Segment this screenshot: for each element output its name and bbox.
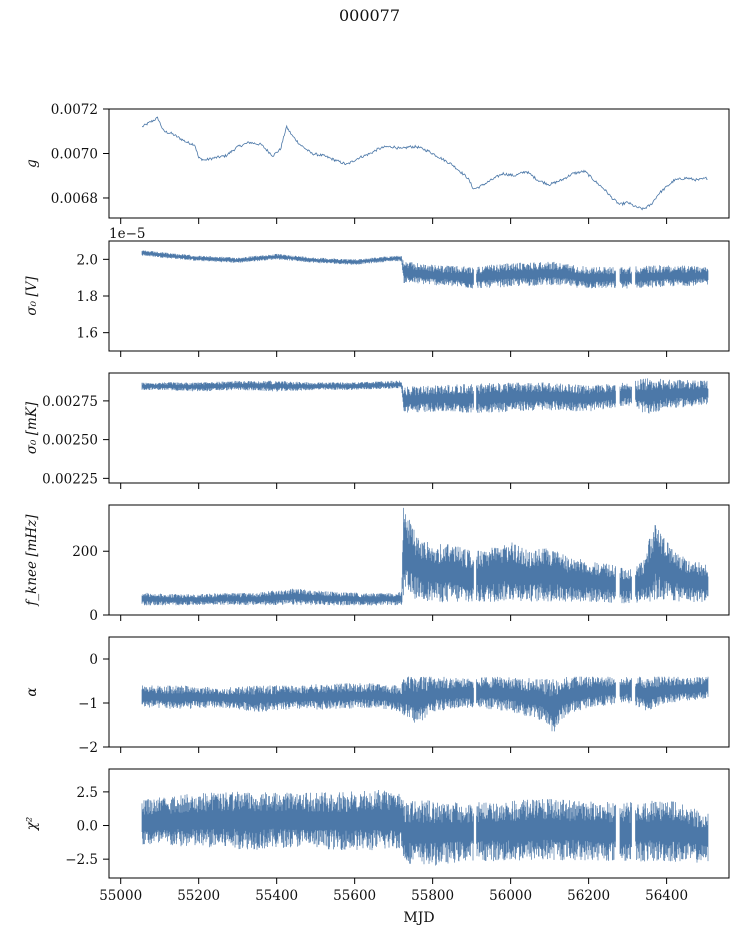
y-tick-label: 200 bbox=[72, 544, 98, 560]
x-tick-label: 56000 bbox=[489, 888, 532, 904]
x-tick-label: 55600 bbox=[333, 888, 376, 904]
y-tick-label: 0 bbox=[89, 652, 98, 668]
y-tick-label: 2.0 bbox=[77, 252, 98, 268]
y-tick-label: 0.0068 bbox=[51, 191, 98, 207]
panel-4: 0 200 f_knee [mHz] bbox=[24, 504, 730, 624]
y-tick-label: 0.0070 bbox=[51, 146, 98, 162]
y-tick-label: 1.8 bbox=[77, 289, 98, 305]
x-tick-label: 55800 bbox=[411, 888, 454, 904]
y-tick-label: 1.6 bbox=[77, 326, 98, 342]
y-tick-label: 0.00225 bbox=[42, 471, 98, 487]
y-tick-label: 0.00275 bbox=[42, 394, 98, 410]
panel-frame bbox=[108, 108, 730, 219]
y-tick-label: −2 bbox=[78, 740, 98, 756]
y-axis-label: σ₀ [mK] bbox=[24, 401, 40, 454]
panel-frame bbox=[108, 504, 730, 616]
x-tick-label: 55400 bbox=[255, 888, 298, 904]
y-axis-label: σ₀ [V] bbox=[24, 276, 40, 316]
series-line bbox=[141, 116, 708, 211]
panel-6: −2.5 0.0 2.5 55000 55200 55400 55600 55800 56000… bbox=[24, 768, 730, 904]
y-axis-label: f_knee [mHz] bbox=[24, 514, 40, 607]
x-tick-label: 55000 bbox=[99, 888, 142, 904]
panel-1: 0.0068 0.0070 0.0072 g bbox=[24, 102, 730, 224]
x-axis-label: MJD bbox=[403, 910, 434, 926]
y-axis-label: χ² bbox=[24, 817, 40, 832]
figure-title: 000077 bbox=[338, 6, 401, 25]
series-band bbox=[141, 378, 709, 414]
panel-frame bbox=[108, 636, 730, 748]
y-tick-label: 2.5 bbox=[77, 785, 98, 801]
offset-text: 1e−5 bbox=[109, 226, 145, 242]
y-axis-label: g bbox=[24, 159, 40, 168]
series-band bbox=[141, 676, 709, 732]
series-band bbox=[141, 507, 709, 606]
y-tick-label: 0.00250 bbox=[42, 433, 98, 449]
panel-frame bbox=[108, 372, 730, 484]
panel-5: −2 −1 0 α bbox=[24, 636, 730, 756]
y-tick-label: 0 bbox=[89, 608, 98, 624]
y-tick-label: −2.5 bbox=[65, 852, 98, 868]
y-axis-label: α bbox=[24, 687, 40, 696]
x-tick-label: 56400 bbox=[645, 888, 688, 904]
series-band bbox=[141, 250, 709, 289]
y-tick-label: 0.0 bbox=[77, 819, 98, 835]
panel-frame bbox=[108, 768, 730, 879]
panel-2: 1.6 1.8 2.0 σ₀ [V] 1e−5 bbox=[24, 226, 730, 357]
y-tick-label: −1 bbox=[78, 696, 98, 712]
x-tick-label: 56200 bbox=[567, 888, 610, 904]
y-tick-label: 0.0072 bbox=[51, 102, 98, 118]
series-band bbox=[141, 790, 709, 866]
x-tick-label: 55200 bbox=[177, 888, 220, 904]
